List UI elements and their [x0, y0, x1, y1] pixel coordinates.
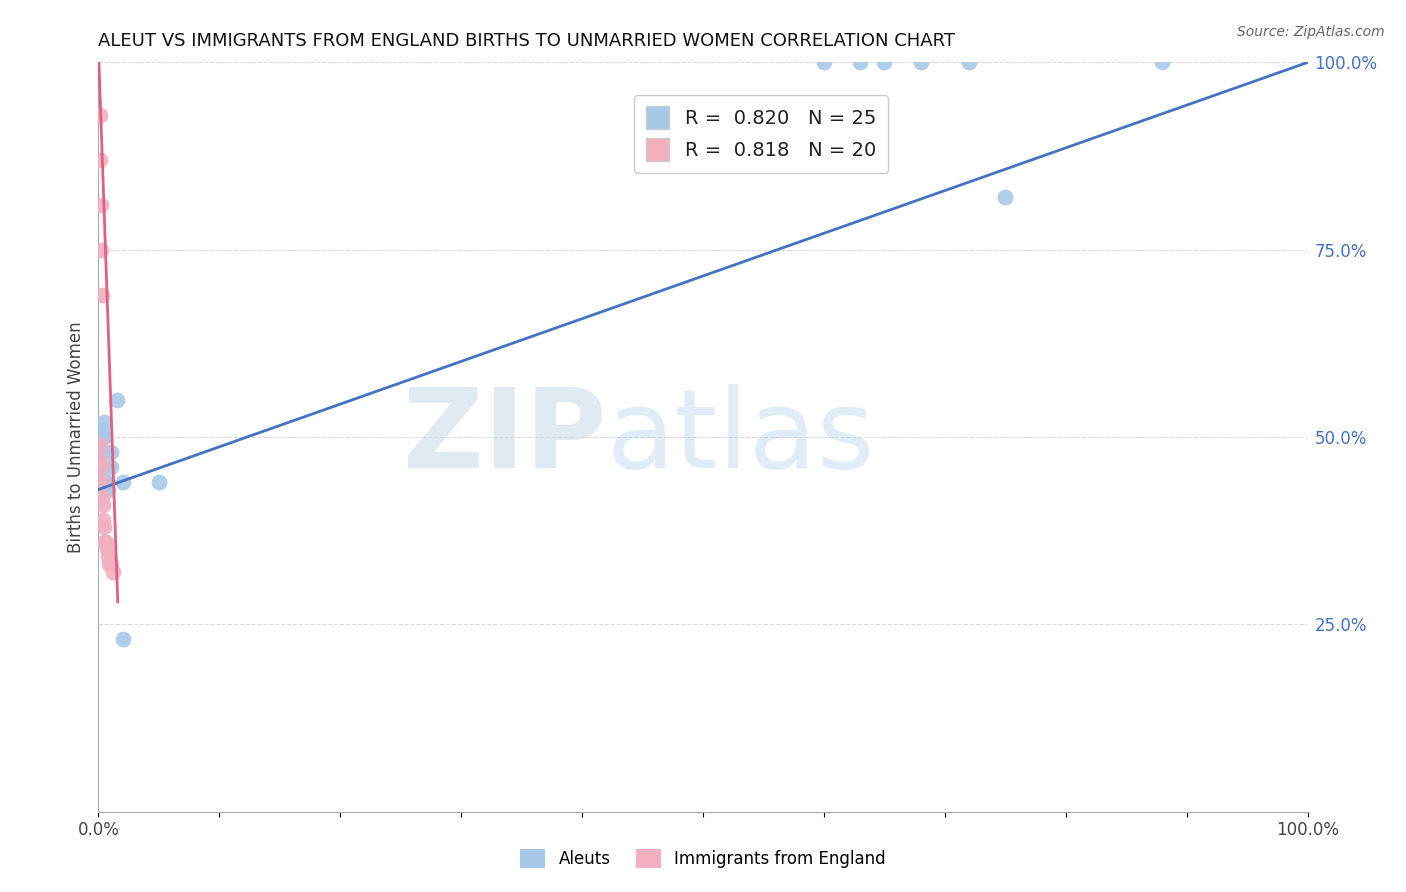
Y-axis label: Births to Unmarried Women: Births to Unmarried Women: [66, 321, 84, 553]
Point: [90, 460, 112, 475]
Point: [91, 445, 114, 459]
Point: [111, 632, 134, 647]
Point: [94, 475, 117, 489]
Point: [910, 55, 932, 70]
Point: [91, 475, 114, 489]
Point: [94, 535, 117, 549]
Point: [98, 558, 121, 572]
Point: [148, 475, 170, 489]
Point: [91, 287, 114, 301]
Point: [89, 483, 111, 497]
Point: [89, 108, 111, 122]
Text: atlas: atlas: [606, 384, 875, 491]
Point: [89, 460, 111, 475]
Text: Source: ZipAtlas.com: Source: ZipAtlas.com: [1237, 25, 1385, 39]
Point: [93, 415, 115, 429]
Point: [90, 243, 112, 257]
Point: [91, 490, 114, 504]
Point: [91, 512, 114, 526]
Legend: Aleuts, Immigrants from England: Aleuts, Immigrants from England: [513, 842, 893, 875]
Text: ALEUT VS IMMIGRANTS FROM ENGLAND BIRTHS TO UNMARRIED WOMEN CORRELATION CHART: ALEUT VS IMMIGRANTS FROM ENGLAND BIRTHS …: [98, 32, 956, 50]
Point: [873, 55, 896, 70]
Point: [813, 55, 835, 70]
Point: [91, 423, 114, 437]
Point: [1152, 55, 1174, 70]
Point: [91, 475, 114, 489]
Point: [101, 565, 124, 579]
Point: [96, 542, 118, 557]
Point: [89, 452, 111, 467]
Point: [90, 198, 112, 212]
Point: [91, 460, 114, 475]
Point: [93, 535, 115, 549]
Point: [89, 437, 111, 451]
Point: [93, 520, 115, 534]
Point: [111, 475, 134, 489]
Point: [957, 55, 980, 70]
Point: [89, 153, 111, 167]
Point: [97, 549, 120, 564]
Point: [97, 483, 120, 497]
Point: [100, 460, 122, 475]
Point: [994, 190, 1017, 204]
Point: [90, 430, 112, 444]
Point: [91, 498, 114, 512]
Point: [849, 55, 872, 70]
Legend: R =  0.820   N = 25, R =  0.818   N = 20: R = 0.820 N = 25, R = 0.818 N = 20: [634, 95, 887, 173]
Point: [105, 392, 128, 407]
Text: ZIP: ZIP: [404, 384, 606, 491]
Point: [93, 430, 115, 444]
Point: [100, 445, 122, 459]
Point: [100, 558, 122, 572]
Point: [96, 475, 118, 489]
